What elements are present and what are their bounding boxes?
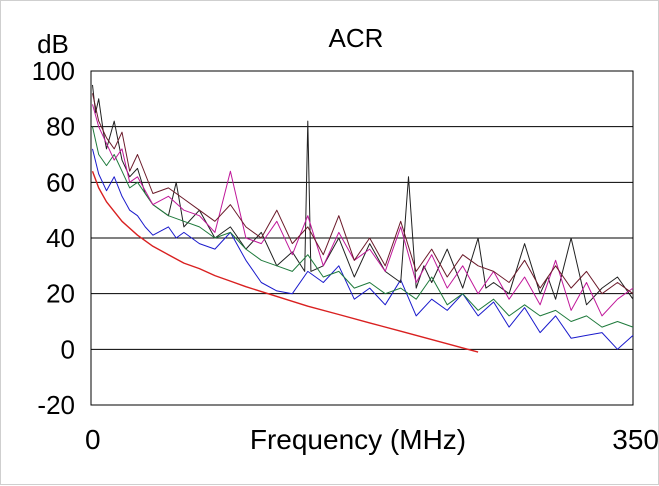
y-tick-label: -20 bbox=[37, 390, 75, 420]
x-tick-label: 350 bbox=[612, 424, 659, 455]
series-line-2 bbox=[92, 148, 634, 350]
y-tick-label: 100 bbox=[32, 56, 75, 86]
y-tick-label: 60 bbox=[46, 167, 75, 197]
y-tick-label: 20 bbox=[46, 279, 75, 309]
series-line-6 bbox=[92, 93, 634, 295]
series-line-1 bbox=[91, 170, 479, 353]
chart-title: ACR bbox=[329, 23, 384, 53]
x-axis-label: Frequency (MHz) bbox=[250, 424, 466, 455]
x-tick-labels: 0 350 bbox=[85, 424, 659, 455]
y-tick-labels: 100 80 60 40 20 0 -20 bbox=[32, 56, 75, 420]
grid-lines bbox=[91, 126, 633, 350]
series-line-4 bbox=[92, 126, 634, 328]
y-tick-label: 80 bbox=[46, 112, 75, 142]
y-axis-label: dB bbox=[37, 29, 69, 59]
series-line-5 bbox=[92, 104, 634, 317]
series-lines bbox=[91, 84, 634, 353]
y-tick-label: 40 bbox=[46, 223, 75, 253]
x-tick-label: 0 bbox=[85, 424, 101, 455]
plot-area bbox=[90, 70, 634, 406]
y-tick-label: 0 bbox=[61, 334, 75, 364]
